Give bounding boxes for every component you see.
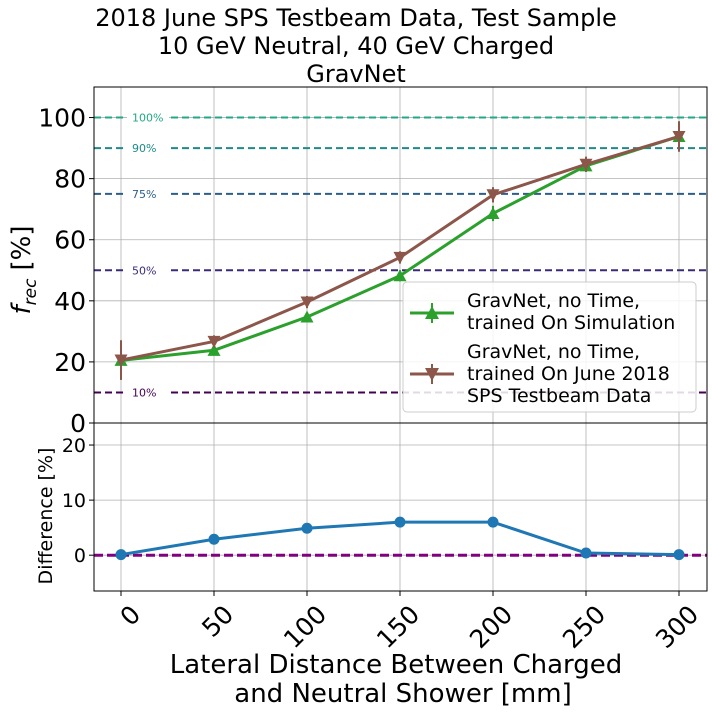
threshold-label: 75% — [132, 188, 156, 201]
data-point — [672, 130, 686, 143]
legend-series-1-line-2: trained On Simulation — [467, 312, 675, 334]
data-point — [207, 335, 221, 348]
bottom-y-tick-label: 0 — [74, 545, 86, 567]
x-tick-label: 300 — [650, 600, 704, 654]
legend-symbol-simulation — [410, 303, 454, 323]
x-tick-label: 100 — [278, 600, 332, 654]
difference-point — [487, 516, 499, 528]
bottom-y-tick-label: 10 — [62, 490, 86, 512]
threshold-lines: 100% 90% 75% 50% 10% — [94, 110, 707, 400]
chart-title-line-3: GravNet — [306, 60, 406, 88]
data-point — [486, 189, 500, 202]
legend-series-2-line-3: SPS Testbeam Data — [467, 385, 651, 407]
x-tick-label: 150 — [371, 600, 425, 654]
top-y-tick-label: 80 — [54, 165, 86, 194]
threshold-label-bg — [127, 385, 169, 400]
threshold-label: 90% — [132, 142, 156, 155]
legend-series-1-line-1: GravNet, no Time, — [467, 290, 640, 312]
top-panel-series — [114, 121, 686, 380]
legend: GravNet, no Time, trained On Simulation … — [402, 281, 697, 413]
legend-symbol-testbeam — [410, 364, 454, 384]
x-axis-label-line-1: Lateral Distance Between Charged — [170, 650, 623, 680]
difference-point — [115, 549, 127, 561]
legend-series-2-line-1: GravNet, no Time, — [467, 341, 640, 363]
threshold-label-bg — [127, 110, 169, 125]
top-y-axis-label: frec[%] — [7, 226, 41, 315]
difference-point — [580, 547, 592, 559]
x-tick-label: 250 — [557, 600, 611, 654]
difference-point — [394, 516, 406, 528]
difference-point — [301, 522, 313, 534]
top-y-tick-label: 40 — [54, 287, 86, 316]
bottom-panel-series — [94, 516, 707, 561]
bottom-y-axis-label: Difference [%] — [35, 448, 57, 585]
bottom-panel-frame — [93, 422, 708, 592]
legend-series-2-line-2: trained On June 2018 — [467, 363, 670, 385]
threshold-label-bg — [127, 186, 169, 201]
top-y-tick-label: 60 — [54, 226, 86, 255]
data-point — [393, 269, 407, 282]
data-point — [207, 343, 221, 356]
legend-box — [402, 281, 697, 413]
threshold-label-bg — [127, 263, 169, 278]
data-point — [114, 354, 128, 367]
data-point — [579, 158, 593, 171]
bottom-panel-grid — [94, 423, 707, 591]
data-point — [300, 296, 314, 309]
threshold-label: 50% — [132, 264, 156, 277]
legend-marker — [425, 306, 439, 319]
y-label-subscript: rec — [21, 278, 41, 305]
x-axis-label-line-2: and Neutral Shower [mm] — [234, 679, 571, 709]
data-point — [300, 310, 314, 323]
threshold-label: 100% — [132, 112, 163, 125]
threshold-label: 10% — [132, 386, 156, 399]
data-point — [486, 206, 500, 219]
x-tick-label: 50 — [196, 600, 239, 643]
bottom-y-tick-label: 20 — [62, 435, 86, 457]
threshold-label-bg — [127, 141, 169, 156]
x-tick-label: 0 — [115, 600, 147, 632]
y-label-unit: [%] — [7, 226, 37, 271]
data-point — [393, 251, 407, 264]
chart-title-line-2: 10 GeV Neutral, 40 GeV Charged — [157, 32, 555, 60]
difference-point — [673, 549, 685, 561]
legend-marker — [425, 368, 439, 381]
top-y-tick-label: 0 — [70, 409, 86, 438]
top-y-tick-label: 100 — [38, 104, 86, 133]
x-tick-label: 200 — [464, 600, 518, 654]
top-y-tick-label: 20 — [54, 348, 86, 377]
difference-point — [208, 533, 220, 545]
chart-title-line-1: 2018 June SPS Testbeam Data, Test Sample — [95, 4, 617, 32]
